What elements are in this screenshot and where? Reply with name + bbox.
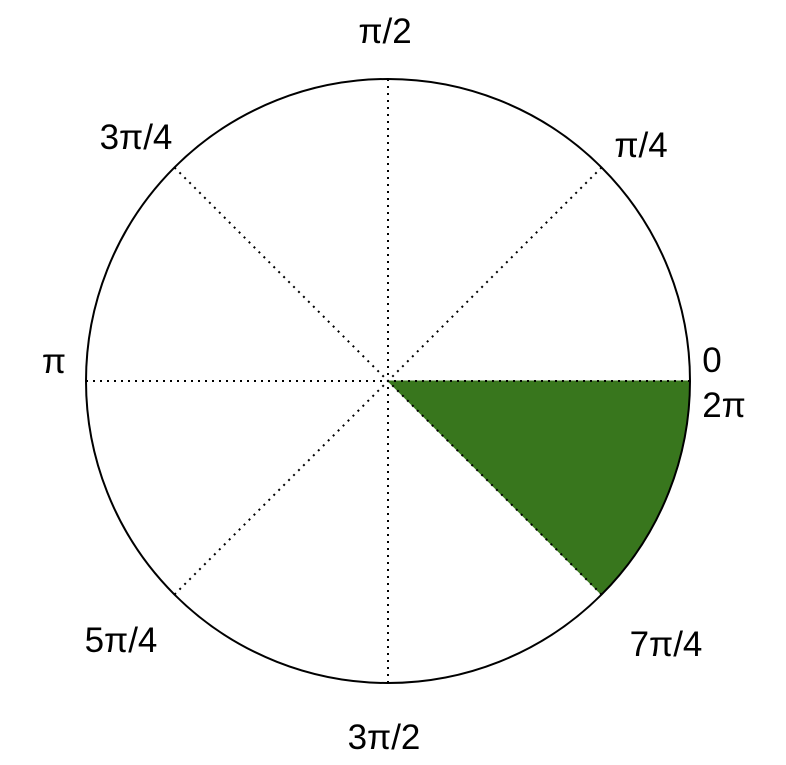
- guide-line-diagonal-up: [173, 166, 603, 596]
- label-pi: π: [42, 342, 66, 381]
- unit-circle: [85, 78, 691, 684]
- shaded-sector-7pi4-to-2pi: [386, 380, 691, 596]
- guide-lines: [86, 79, 690, 683]
- label-7pi-over-4: 7π/4: [630, 625, 703, 664]
- label-5pi-over-4: 5π/4: [85, 621, 158, 660]
- label-pi-over-2: π/2: [358, 12, 411, 51]
- label-pi-over-4: π/4: [614, 126, 667, 165]
- label-2pi: 2π: [702, 386, 746, 425]
- label-3pi-over-4: 3π/4: [100, 118, 173, 157]
- label-zero: 0: [702, 341, 721, 380]
- label-3pi-over-2: 3π/2: [348, 718, 421, 757]
